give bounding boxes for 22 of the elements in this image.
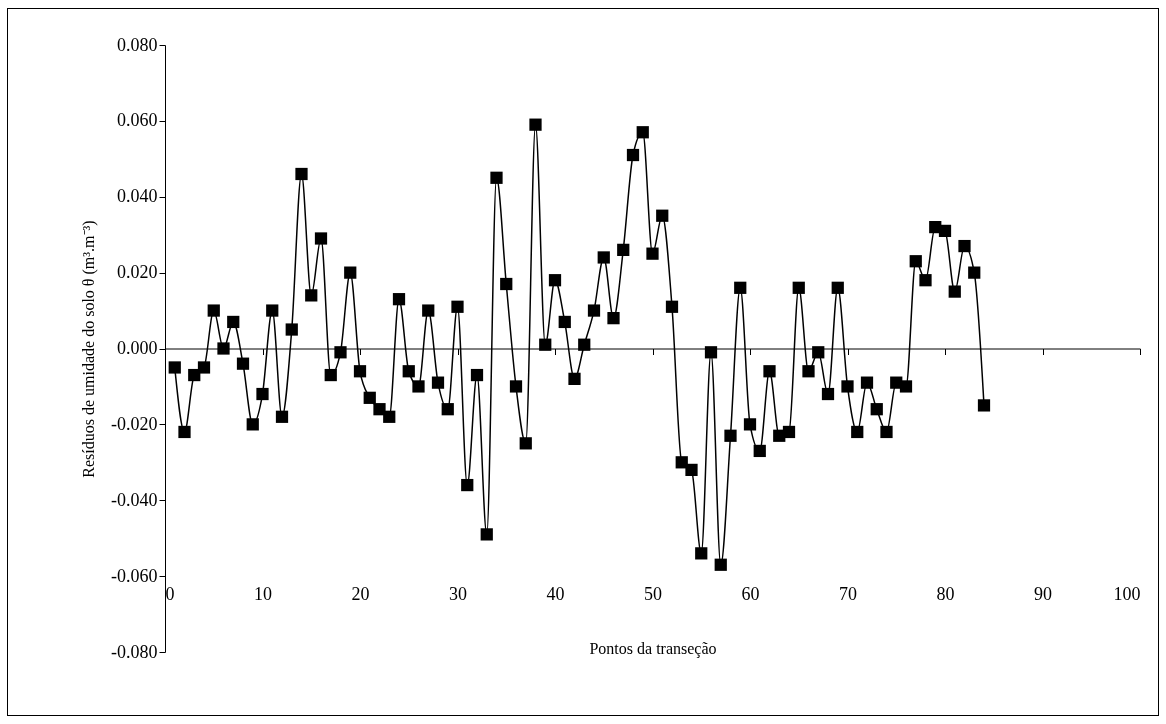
- x-tick-label: 70: [839, 583, 857, 604]
- y-tick-label: 0.080: [117, 34, 158, 55]
- y-tick-label: 0.060: [117, 110, 158, 131]
- x-tick-label: 0: [165, 583, 175, 604]
- x-tick-label: 20: [351, 583, 370, 604]
- x-tick-label: 40: [546, 583, 565, 604]
- y-axis-title: Resíduos de umidade do solo θ (m³.m⁻³): [80, 220, 99, 478]
- x-tick-label: 60: [741, 583, 760, 604]
- x-tick-label: 50: [644, 583, 662, 604]
- x-tick-label: 90: [1034, 583, 1052, 604]
- y-tick-label: -0.040: [111, 489, 158, 510]
- y-tick-label: 0.040: [117, 186, 158, 207]
- x-tick-label: 80: [936, 583, 955, 604]
- x-tick-label: 30: [449, 583, 467, 604]
- y-tick-label: -0.080: [111, 641, 158, 662]
- y-tick-label: 0.000: [117, 338, 158, 358]
- x-tick-label: 100: [1113, 583, 1141, 604]
- y-tick-label: -0.060: [111, 565, 158, 586]
- x-axis-title: Pontos da transeção: [589, 639, 717, 658]
- y-tick-label: -0.020: [111, 413, 158, 434]
- x-tick-label: 10: [254, 583, 272, 604]
- y-tick-label: 0.020: [117, 262, 158, 283]
